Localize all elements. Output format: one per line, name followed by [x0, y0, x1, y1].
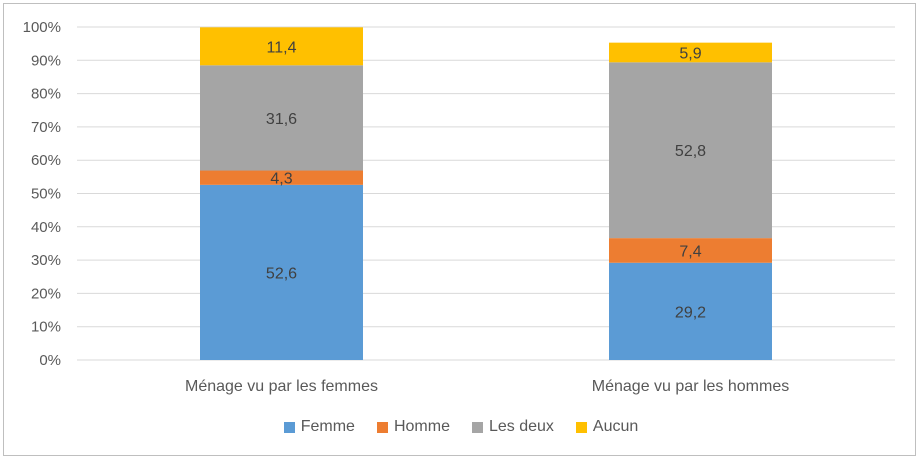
- y-tick-label: 80%: [31, 86, 61, 103]
- data-label: 29,2: [675, 304, 706, 321]
- y-tick-label: 40%: [31, 219, 61, 236]
- bar-segment: [200, 184, 363, 360]
- legend-item: Les deux: [471, 418, 554, 436]
- legend-item: Homme: [376, 418, 450, 436]
- bar-segment: [200, 170, 363, 185]
- data-label: 31,6: [266, 111, 297, 128]
- y-tick-label: 20%: [31, 285, 61, 302]
- y-tick-label: 60%: [31, 152, 61, 169]
- data-label: 52,8: [675, 143, 706, 160]
- legend-swatch: [575, 421, 587, 433]
- data-label: 11,4: [267, 39, 297, 56]
- legend-item: Aucun: [575, 418, 639, 436]
- x-category-label: Ménage vu par les femmes: [185, 378, 378, 395]
- y-tick-label: 0%: [39, 352, 61, 369]
- y-tick-label: 30%: [31, 252, 61, 269]
- legend-label: Les deux: [488, 418, 554, 435]
- bar-segment: [609, 262, 772, 360]
- legend-label: Femme: [300, 418, 355, 435]
- y-tick-label: 50%: [31, 186, 61, 203]
- y-tick-label: 70%: [31, 119, 61, 136]
- bar-segment: [200, 65, 363, 171]
- legend-swatch: [283, 421, 295, 433]
- chart-legend: Femme Homme Les deux Aucun: [0, 416, 922, 438]
- x-category-label: Ménage vu par les hommes: [592, 378, 789, 395]
- y-tick-label: 100%: [23, 19, 61, 36]
- legend-label: Homme: [393, 418, 450, 435]
- data-label: 5,9: [679, 45, 701, 62]
- bar-segment: [609, 42, 772, 63]
- legend-item: Femme: [283, 418, 355, 436]
- legend-swatch: [471, 421, 483, 433]
- bar-segment: [609, 62, 772, 239]
- bar-segment: [609, 238, 772, 263]
- legend-swatch: [376, 421, 388, 433]
- bar-segment: [200, 27, 363, 66]
- data-label: 7,4: [679, 243, 701, 260]
- data-label: 52,6: [266, 265, 297, 282]
- data-label: 4,3: [270, 171, 292, 188]
- legend-label: Aucun: [592, 418, 639, 435]
- y-tick-label: 90%: [31, 52, 61, 69]
- y-tick-label: 10%: [31, 319, 61, 336]
